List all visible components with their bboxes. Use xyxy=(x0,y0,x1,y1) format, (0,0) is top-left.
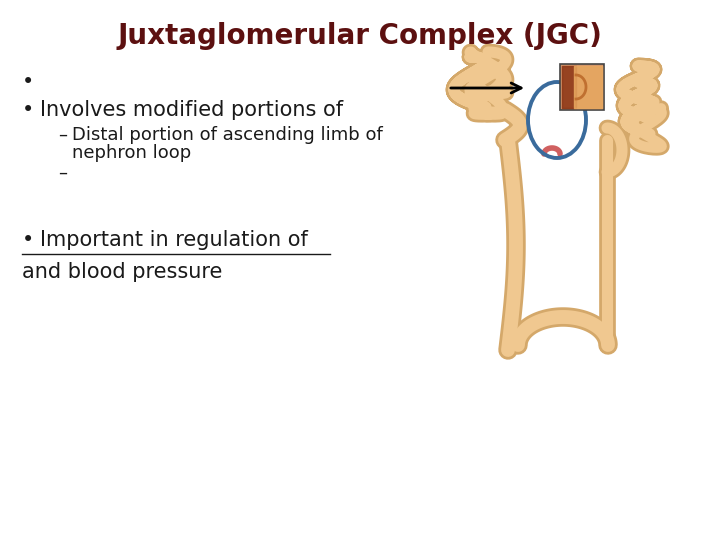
Text: Involves modified portions of: Involves modified portions of xyxy=(40,100,343,120)
Text: –: – xyxy=(58,164,67,182)
Text: Distal portion of ascending limb of: Distal portion of ascending limb of xyxy=(72,126,383,144)
Text: –: – xyxy=(58,126,67,144)
Bar xyxy=(560,64,604,110)
Text: •: • xyxy=(22,100,35,120)
Text: Juxtaglomerular Complex (JGC): Juxtaglomerular Complex (JGC) xyxy=(117,22,603,50)
Text: and blood pressure: and blood pressure xyxy=(22,262,222,282)
Text: Important in regulation of: Important in regulation of xyxy=(40,230,308,250)
Text: •: • xyxy=(22,230,35,250)
Text: nephron loop: nephron loop xyxy=(72,144,192,162)
Text: •: • xyxy=(22,72,35,92)
